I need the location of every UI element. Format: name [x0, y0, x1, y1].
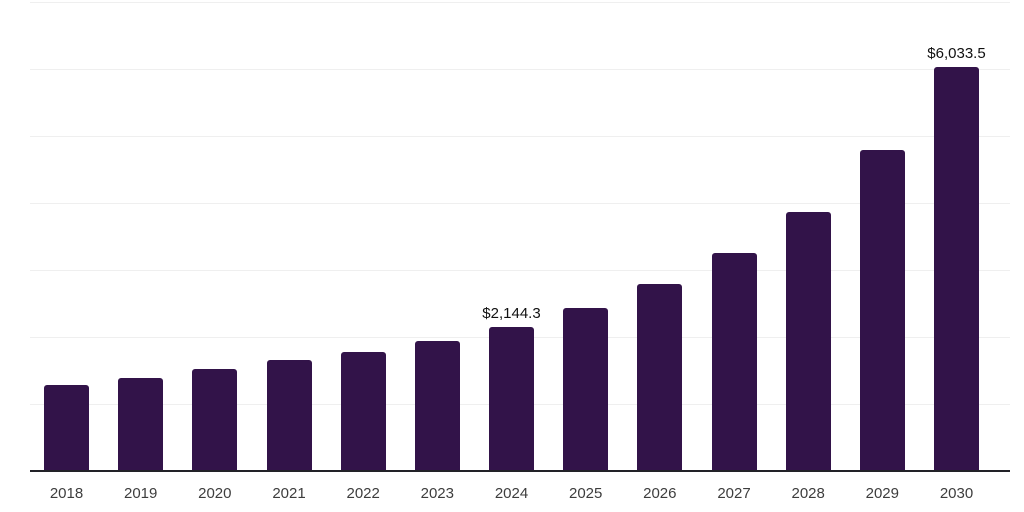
x-tick-2024: 2024 [494, 485, 529, 502]
x-tick-2030: 2030 [939, 485, 974, 502]
x-tick-2020: 2020 [198, 485, 232, 502]
x-tick-2018: 2018 [49, 485, 84, 502]
bar-2030 [934, 66, 979, 471]
bar-2021 [266, 360, 312, 471]
gridline-4000 [30, 203, 1010, 204]
data-label-2030: $6,033.5 [927, 44, 986, 62]
x-tick-2021: 2021 [272, 485, 306, 502]
bar-2020 [192, 369, 238, 471]
x-axis-line [30, 470, 1010, 472]
bar-2027 [711, 253, 757, 471]
x-tick-2029: 2029 [865, 485, 899, 502]
gridline-7000 [30, 2, 1010, 3]
bar-2022 [340, 352, 386, 471]
data-label-2024: $2,144.3 [482, 305, 541, 323]
gridline-3000 [30, 270, 1010, 271]
bar-2028 [785, 212, 831, 471]
x-tick-2023: 2023 [420, 485, 454, 502]
bar-2018 [44, 385, 89, 471]
bar-2025 [563, 308, 609, 471]
bar-2024 [489, 327, 534, 471]
bar-2023 [414, 341, 460, 471]
x-tick-2022: 2022 [346, 485, 380, 502]
x-tick-2019: 2019 [124, 485, 158, 502]
x-tick-2028: 2028 [791, 485, 825, 502]
bar-2026 [637, 284, 683, 471]
gridline-5000 [30, 136, 1010, 137]
x-tick-2026: 2026 [643, 485, 677, 502]
bar-2019 [118, 378, 164, 471]
gridline-6000 [30, 69, 1010, 70]
x-tick-2025: 2025 [569, 485, 603, 502]
bar-2029 [859, 150, 905, 471]
x-tick-2027: 2027 [717, 485, 751, 502]
